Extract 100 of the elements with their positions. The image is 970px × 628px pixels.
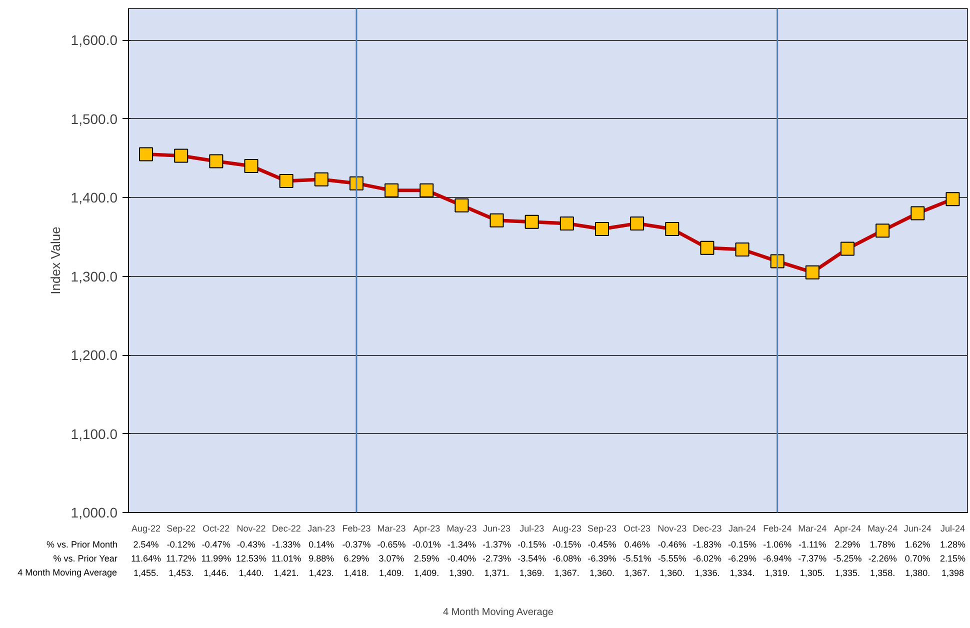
data-label: 1,409. — [414, 568, 440, 578]
x-tick-label: Feb-24 — [763, 524, 792, 534]
text: -2.26% — [868, 554, 897, 564]
text: -0.37% — [342, 540, 371, 550]
x-tick-label: May-24 — [868, 524, 898, 534]
text: -0.40% — [447, 554, 476, 564]
text: 2.15% — [940, 554, 966, 564]
data-label: 1,360. — [660, 568, 685, 578]
text: 6.29% — [344, 554, 370, 564]
text: 3.07% — [378, 554, 404, 564]
text: -5.51% — [622, 554, 652, 564]
y-tick-label: 1,300.0 — [70, 268, 118, 284]
data-label: 1,371. — [484, 568, 510, 578]
x-tick-label: Jan-24 — [728, 524, 756, 534]
x-tick-label: Sep-23 — [587, 524, 617, 534]
data-label: 1,455. — [134, 568, 159, 578]
y-tick-label: 1,600.0 — [70, 32, 118, 48]
data-label: 1,440. — [238, 568, 264, 578]
text: -0.12% — [166, 540, 196, 550]
text: -1.11% — [798, 540, 826, 550]
text: 0.46% — [624, 540, 650, 550]
x-tick-label: Aug-23 — [552, 524, 582, 534]
data-label: 1,335. — [834, 568, 860, 578]
text: -1.83% — [692, 540, 722, 550]
text: % vs. Prior Month — [46, 540, 118, 550]
y-tick-label: 1,500.0 — [70, 110, 118, 127]
text: -0.46% — [658, 540, 686, 550]
x-tick-label: Feb-23 — [342, 524, 371, 534]
data-label: 1,418. — [344, 568, 369, 578]
x-tick-label: Apr-24 — [834, 524, 862, 534]
data-label: 1,398 — [941, 568, 964, 578]
text: -0.15% — [728, 540, 757, 550]
data-label: 1,369. — [519, 568, 544, 578]
text: 0.14% — [308, 540, 334, 550]
text: 9.88% — [308, 554, 334, 564]
text: -1.33% — [272, 540, 301, 550]
text: -6.08% — [552, 554, 582, 564]
data-label: 1,390. — [449, 568, 474, 578]
x-tick-label: Aug-22 — [132, 524, 161, 534]
text: -3.54% — [518, 554, 546, 564]
text: 2.54% — [133, 540, 159, 550]
text: -0.43% — [237, 540, 266, 550]
data-label: 1,423. — [308, 568, 334, 578]
text: 0.70% — [904, 554, 930, 564]
text: -0.65% — [377, 540, 406, 550]
x-tick-label: Mar-23 — [377, 524, 406, 534]
text: 1.78% — [870, 540, 896, 550]
data-label: 1,421. — [274, 568, 299, 578]
x-tick-label: Dec-23 — [692, 524, 722, 534]
text: 11.99% — [201, 554, 232, 564]
x-tick-label: Apr-23 — [413, 524, 440, 534]
text: 2.59% — [414, 554, 440, 564]
data-label: 1,453. — [168, 568, 194, 578]
text: -0.01% — [412, 540, 441, 550]
data-label: 1,367. — [554, 568, 580, 578]
x-tick-label: May-23 — [446, 524, 477, 534]
x-tick-label: Jan-23 — [308, 524, 336, 534]
x-tick-label: Nov-23 — [658, 524, 687, 534]
data-label: 1,358. — [870, 568, 896, 578]
x-tick-label: Oct-22 — [202, 524, 230, 534]
x-tick-label: Jun-23 — [483, 524, 511, 534]
data-label: 1,380. — [905, 568, 930, 578]
text: 2.29% — [834, 540, 860, 550]
x-tick-label: Oct-23 — [624, 524, 651, 534]
text: -6.39% — [588, 554, 616, 564]
data-label: 1,367. — [624, 568, 650, 578]
text: -6.94% — [763, 554, 792, 564]
text: -7.37% — [798, 554, 827, 564]
y-tick-label: 1,000.0 — [70, 504, 118, 520]
text: -0.15% — [518, 540, 546, 550]
text: 4 Month Moving Average — [443, 606, 554, 618]
text: -5.55% — [658, 554, 686, 564]
x-tick-label: Jul-24 — [940, 524, 965, 534]
x-tick-label: Mar-24 — [798, 524, 827, 534]
x-tick-label: Nov-22 — [236, 524, 266, 534]
text: 11.01% — [271, 554, 302, 564]
y-tick-label: 1,100.0 — [70, 426, 118, 442]
text: % vs. Prior Year — [53, 554, 118, 564]
data-label: 1,319. — [764, 568, 790, 578]
y-tick-label: 1,200.0 — [70, 347, 118, 363]
text: -1.34% — [447, 540, 476, 550]
y-tick-label: 1,400.0 — [70, 190, 118, 206]
x-tick-label: Jun-24 — [904, 524, 932, 534]
text: -1.37% — [482, 540, 512, 550]
text: 1.62% — [904, 540, 930, 550]
data-label: 1,334. — [730, 568, 755, 578]
x-tick-label: Jul-23 — [520, 524, 544, 534]
data-label: 1,409. — [379, 568, 404, 578]
text: -6.29% — [728, 554, 757, 564]
data-label: 1,336. — [694, 568, 720, 578]
y-axis-title: Index Value — [48, 226, 63, 294]
data-label: 1,360. — [589, 568, 615, 578]
text: -5.25% — [833, 554, 862, 564]
text: 11.64% — [131, 554, 161, 564]
text: 11.72% — [166, 554, 196, 564]
text: -1.06% — [763, 540, 792, 550]
text: 4 Month Moving Average — [18, 568, 118, 578]
data-label: 1,446. — [204, 568, 229, 578]
text: 1.28% — [940, 540, 966, 550]
text: -6.02% — [692, 554, 722, 564]
